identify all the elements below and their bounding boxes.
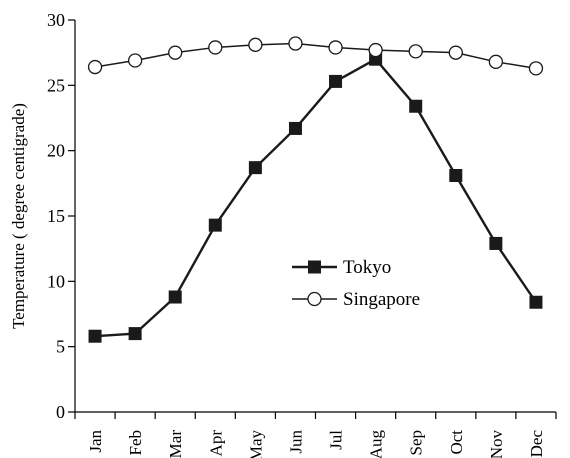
data-point-tokyo (248, 161, 262, 175)
series-singapore (87, 36, 544, 76)
x-tick-label: Jun (286, 430, 305, 454)
y-tick-label: 5 (56, 337, 65, 357)
y-tick-label: 25 (47, 75, 65, 95)
y-tick-label: 15 (47, 206, 65, 226)
legend-label: Singapore (343, 289, 420, 310)
legend-marker (308, 260, 321, 274)
data-point-tokyo (329, 74, 343, 88)
x-tick-label: Jul (327, 430, 346, 450)
data-point-tokyo (529, 295, 543, 309)
legend: Tokyo Singapore (292, 257, 420, 310)
data-point-singapore (488, 54, 504, 69)
x-tick-label: Nov (487, 430, 506, 458)
data-point-singapore (528, 61, 544, 76)
y-tick-label: 20 (47, 141, 65, 161)
data-point-singapore (288, 36, 303, 51)
x-tick-label: Aug (367, 430, 386, 458)
x-tick-label: Dec (527, 430, 546, 458)
y-ticks: 0 5 10 15 20 25 30 (47, 10, 75, 422)
data-point-tokyo (489, 236, 503, 250)
data-point-tokyo (409, 99, 423, 113)
data-point-singapore (448, 45, 463, 60)
x-tick-label: Sep (407, 430, 426, 456)
x-ticks: Jan Feb Mar Apr May Jun Jul Aug Sep Oct Nov Dec (74, 412, 557, 458)
data-point-tokyo (88, 329, 102, 343)
x-tick-label: Apr (206, 430, 225, 457)
y-tick-label: 0 (56, 402, 65, 422)
legend-item-singapore: Singapore (292, 289, 420, 310)
axes (74, 20, 556, 413)
data-point-singapore (208, 40, 223, 55)
data-point-tokyo (128, 327, 142, 341)
data-point-tokyo (208, 218, 222, 232)
y-tick-label: 10 (47, 271, 65, 291)
data-point-tokyo (168, 290, 182, 304)
series-line-singapore (94, 42, 537, 70)
legend-item-tokyo: Tokyo (292, 257, 391, 278)
legend-marker (307, 291, 322, 307)
data-point-tokyo (449, 168, 463, 182)
series-tokyo (88, 52, 543, 343)
series-line-tokyo (94, 57, 537, 338)
data-point-singapore (168, 45, 183, 60)
x-tick-label: Mar (166, 430, 185, 458)
data-point-singapore (408, 44, 423, 59)
x-tick-label: May (246, 430, 265, 458)
data-point-tokyo (288, 121, 302, 135)
data-point-singapore (127, 53, 143, 68)
data-point-singapore (328, 40, 343, 55)
legend-label: Tokyo (343, 257, 391, 278)
y-tick-label: 30 (47, 10, 65, 30)
y-axis-title: Temperature ( degree centigrade) (9, 103, 28, 329)
data-point-singapore (87, 59, 103, 75)
x-tick-label: Feb (126, 430, 145, 456)
data-point-singapore (248, 37, 263, 52)
series-layer (87, 36, 544, 343)
x-tick-label: Jan (86, 430, 105, 453)
data-point-singapore (368, 42, 383, 58)
x-tick-label: Oct (447, 430, 466, 455)
